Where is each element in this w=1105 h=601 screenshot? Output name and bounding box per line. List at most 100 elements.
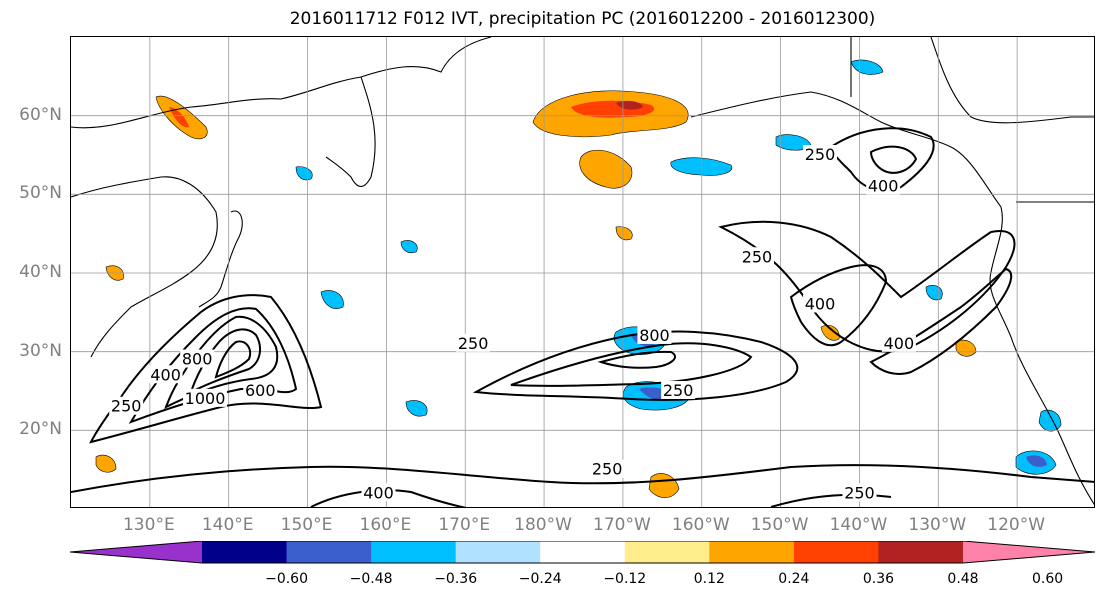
contour-label-bg <box>739 247 774 266</box>
contour-label-bg <box>361 483 396 502</box>
contour-label-bg <box>637 325 672 344</box>
colorbar <box>70 541 1095 564</box>
figure-title: 2016011712 F012 IVT, precipitation PC (2… <box>289 9 876 29</box>
colorbar-extend-high <box>963 541 1095 563</box>
contour-label: 800 <box>639 326 670 345</box>
colorbar-segment <box>202 541 288 563</box>
contour-label-bg <box>881 333 916 352</box>
shade-positive-midwest <box>820 325 840 341</box>
coast-asia-east <box>71 176 218 358</box>
contour-label: 250 <box>805 145 836 164</box>
shade-positive-east <box>955 339 977 357</box>
lon-label: 140°E <box>201 515 254 535</box>
colorbar-tick-label: 0.24 <box>778 571 810 587</box>
contour-label-bg <box>456 333 491 352</box>
contour-label: 600 <box>245 381 276 400</box>
contour-label: 400 <box>868 176 899 195</box>
lon-label: 160°W <box>671 515 730 535</box>
colorbar-segment <box>455 541 541 563</box>
shade-negative-north <box>850 59 884 75</box>
contour-1000-west <box>214 340 252 379</box>
lon-label: 120°W <box>987 515 1046 535</box>
contour-label-bg <box>803 145 838 163</box>
shade-negative-east <box>1038 409 1062 432</box>
contour-800-central <box>597 350 676 369</box>
colorbar-segment <box>371 541 457 563</box>
lon-label: 170°W <box>593 515 651 535</box>
graticule <box>71 37 1094 507</box>
precipitation-shading <box>95 59 1062 498</box>
ivt-contours <box>71 127 1094 507</box>
contour-label-bg <box>590 459 625 478</box>
shade-positive-south-bering <box>579 149 633 189</box>
contour-label: 250 <box>458 334 489 353</box>
shade-positive-south <box>648 473 680 498</box>
map-panel: 250 400 800 1000 600 250 800 250 250 400 400 250 400… <box>70 36 1095 508</box>
colorbar-tick-label: 0.48 <box>947 571 979 587</box>
lon-label: 160°E <box>359 515 412 535</box>
colorbar-segment <box>793 541 879 563</box>
colorbar-extend-low <box>70 541 202 563</box>
coastlines <box>71 37 1094 505</box>
contour-label: 250 <box>592 460 623 479</box>
lat-label: 60°N <box>19 104 62 125</box>
shade-negative-small3 <box>925 285 943 301</box>
contour-250-central <box>472 330 799 401</box>
colorbar-tick-label: −0.36 <box>434 571 478 587</box>
contour-label-bg <box>109 396 144 415</box>
contour-250-west <box>89 294 323 444</box>
lat-label: 40°N <box>19 262 62 282</box>
colorbar-outline <box>70 541 1095 564</box>
coast-asia-north <box>71 37 492 129</box>
contour-label: 250 <box>111 397 142 416</box>
coast-na-west <box>989 206 1094 505</box>
contour-label: 1000 <box>185 389 226 408</box>
lon-label: 130°W <box>908 515 967 535</box>
colorbar-segment <box>286 541 372 563</box>
contour-400-east <box>789 264 888 347</box>
contour-label: 400 <box>805 294 836 313</box>
coast-kamchatka <box>325 76 376 187</box>
colorbar-segment <box>624 541 710 563</box>
lat-label: 50°N <box>19 183 62 204</box>
shade-positive-west <box>95 454 117 473</box>
shade-negative-northwest <box>295 166 313 181</box>
contour-label: 400 <box>363 483 394 502</box>
lon-label: 140°W <box>829 515 888 535</box>
colorbar-segment <box>709 541 795 563</box>
colorbar-tick-label: −0.48 <box>349 571 393 587</box>
contour-label-bg <box>842 483 877 502</box>
lon-label: 150°E <box>280 515 333 535</box>
shade-positive-small1 <box>615 226 633 241</box>
contour-400-coast <box>869 267 1013 375</box>
coast-canada-north <box>930 37 1094 124</box>
lon-label: 180°W <box>514 515 572 535</box>
contour-label-bg <box>183 388 228 407</box>
colorbar-tick-label: −0.12 <box>603 571 647 587</box>
contour-400-south <box>310 489 467 507</box>
coast-alaska <box>690 91 1002 208</box>
contour-label-bg <box>661 381 696 399</box>
contour-250-alaska <box>829 127 935 192</box>
shade-negative-small2 <box>405 400 428 417</box>
contour-label-bg <box>148 365 183 384</box>
shade-negative-small1 <box>400 240 418 254</box>
contour-label-bg <box>866 176 901 195</box>
contour-label: 250 <box>844 483 875 502</box>
lon-label: 150°W <box>750 515 809 535</box>
colorbar-segment <box>878 541 964 563</box>
contour-label: 400 <box>884 334 915 353</box>
colorbar-segment <box>540 541 626 563</box>
shade-negative-southeast-core <box>1026 455 1047 467</box>
lon-label: 130°E <box>122 515 175 535</box>
contour-400-south2 <box>770 493 892 507</box>
lon-label: 170°E <box>438 515 491 535</box>
contour-400-alaska <box>869 145 918 174</box>
contour-label: 400 <box>150 365 181 384</box>
contour-400-central <box>510 342 753 387</box>
lat-label: 30°N <box>19 340 62 361</box>
contour-label: 800 <box>182 350 213 369</box>
colorbar-tick-label: 0.36 <box>862 571 895 587</box>
